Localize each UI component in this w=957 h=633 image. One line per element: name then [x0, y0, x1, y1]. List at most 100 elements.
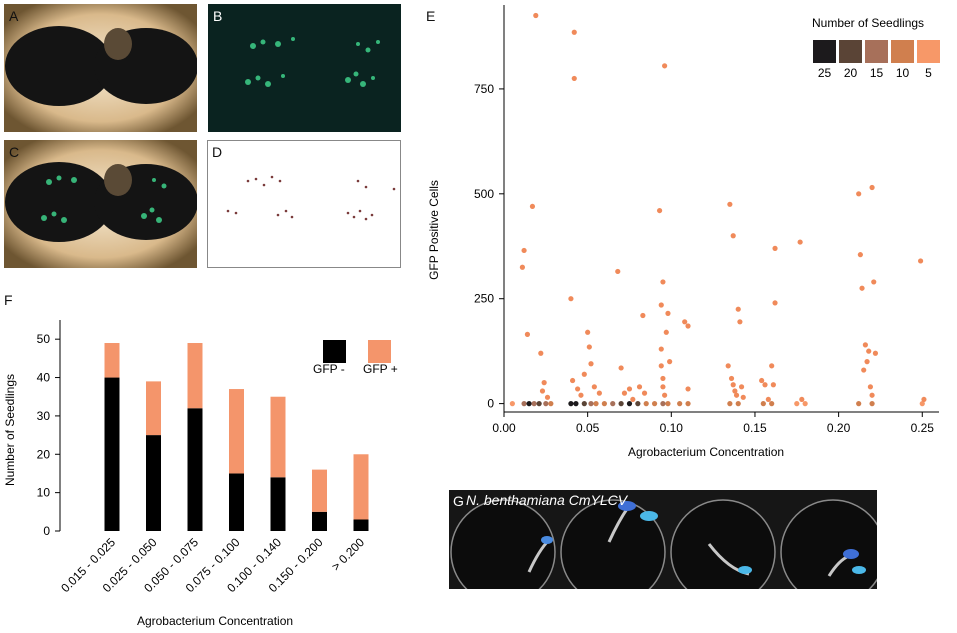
scatter-point	[665, 310, 671, 316]
scatter-point-zero	[548, 401, 554, 407]
scatter-point	[682, 319, 688, 325]
scatter-point	[799, 396, 805, 403]
scatter-point-zero	[794, 401, 800, 407]
scatter-point	[685, 386, 691, 392]
scatter-point	[588, 361, 594, 367]
scatter-point	[658, 363, 664, 369]
scatter-point-zero	[856, 401, 862, 407]
scatter-point	[660, 384, 666, 390]
y-tick-label: 50	[37, 332, 51, 346]
bar-gfp-neg	[312, 511, 327, 531]
bar-gfp-pos	[187, 343, 203, 409]
bar-gfp-pos	[270, 396, 286, 478]
scatter-point	[578, 392, 584, 398]
scatter-point	[727, 201, 733, 207]
legend-swatch	[917, 40, 940, 63]
scatter-point	[765, 396, 771, 403]
scatter-point	[521, 247, 527, 254]
scatter-point	[630, 396, 636, 403]
scatter-point-zero	[601, 401, 607, 407]
scatter-point	[759, 377, 765, 384]
x-tick-label: > 0.200	[329, 535, 368, 574]
scatter-point	[769, 363, 775, 369]
x-tick-label: 0.10	[660, 421, 684, 435]
scatter-point-zero	[593, 401, 599, 407]
scatter-point	[538, 350, 544, 356]
scatter-point	[585, 329, 591, 335]
scatter-point-zero	[509, 401, 515, 407]
scatter-point	[797, 239, 803, 245]
scatter-point	[658, 302, 664, 308]
y-tick-label: 10	[37, 486, 51, 500]
scatter-point	[730, 382, 736, 388]
scatter-point-zero	[735, 401, 741, 407]
y-axis-label: Number of Seedlings	[3, 374, 17, 486]
scatter-point-zero	[521, 401, 527, 407]
scatter-point	[859, 285, 865, 291]
panel-c-label: C	[9, 144, 20, 160]
bar-gfp-pos	[229, 389, 244, 474]
scatter-point	[533, 12, 539, 19]
x-tick-label: 0.00	[492, 421, 516, 435]
scatter-point	[872, 350, 879, 356]
scatter-point	[581, 371, 587, 377]
scatter-point	[871, 279, 877, 285]
scatter-point	[685, 323, 691, 329]
panel-c-image	[4, 140, 197, 268]
panel-b-image	[208, 4, 401, 132]
scatter-point	[660, 375, 666, 382]
bar-gfp-neg	[104, 377, 120, 531]
scatter-point	[725, 363, 731, 369]
y-tick-label: 750	[474, 82, 494, 96]
scatter-point	[869, 392, 875, 398]
scatter-point	[596, 390, 602, 396]
scatter-point	[524, 331, 531, 337]
bar-gfp-neg	[187, 408, 203, 531]
legend-swatch	[813, 40, 836, 63]
scatter-point	[737, 319, 743, 325]
scatter-point-zero	[727, 401, 733, 407]
scatter-point	[772, 245, 778, 251]
y-tick-label: 0	[487, 397, 494, 411]
y-tick-label: 40	[37, 371, 51, 385]
scatter-point-zero	[665, 401, 671, 407]
scatter-point	[738, 384, 745, 390]
scatter-point	[662, 392, 668, 398]
legend-title: Number of Seedlings	[812, 16, 924, 30]
scatter-point	[663, 329, 669, 335]
scatter-point	[662, 63, 668, 69]
bar-gfp-neg	[353, 519, 369, 531]
scatter-point-zero	[618, 401, 624, 407]
scatter-point	[621, 390, 628, 396]
scatter-point	[571, 75, 577, 82]
scatter-point	[732, 388, 738, 394]
scatter-point	[921, 396, 927, 403]
legend-label: 15	[870, 66, 884, 80]
segmented-cells-image	[226, 175, 396, 221]
scatter-point-zero	[651, 401, 658, 407]
bar-gfp-neg	[229, 473, 244, 531]
scatter-point	[864, 359, 870, 365]
scatter-point	[869, 184, 875, 191]
merged-overlay-photo	[4, 140, 197, 268]
scatter-chart: 0 250 500 750 0.00 0.05 0.10 0.15 0.20 0.25 Agroba…	[427, 5, 940, 459]
scatter-point-zero	[685, 401, 691, 407]
scatter-point-zero	[626, 401, 633, 407]
scatter-point	[591, 384, 597, 390]
bar-gfp-pos	[104, 343, 120, 378]
scatter-point	[770, 382, 776, 388]
scatter-point-zero	[610, 401, 616, 407]
legend-swatch	[839, 40, 862, 63]
scatter-point	[867, 384, 874, 390]
legend-swatch	[865, 40, 888, 63]
scatter-point-zero	[760, 401, 766, 407]
gfp-fluorescence-photo	[208, 4, 401, 132]
legend-swatch-gfp-pos	[368, 340, 391, 363]
scatter-point	[539, 388, 546, 394]
scatter-point	[762, 382, 768, 388]
y-tick-label: 250	[474, 292, 494, 306]
panel-g-image	[449, 490, 877, 589]
scatter-point	[529, 203, 536, 210]
legend-label-gfp-neg: GFP -	[313, 362, 345, 376]
legend-label: 25	[818, 66, 832, 80]
